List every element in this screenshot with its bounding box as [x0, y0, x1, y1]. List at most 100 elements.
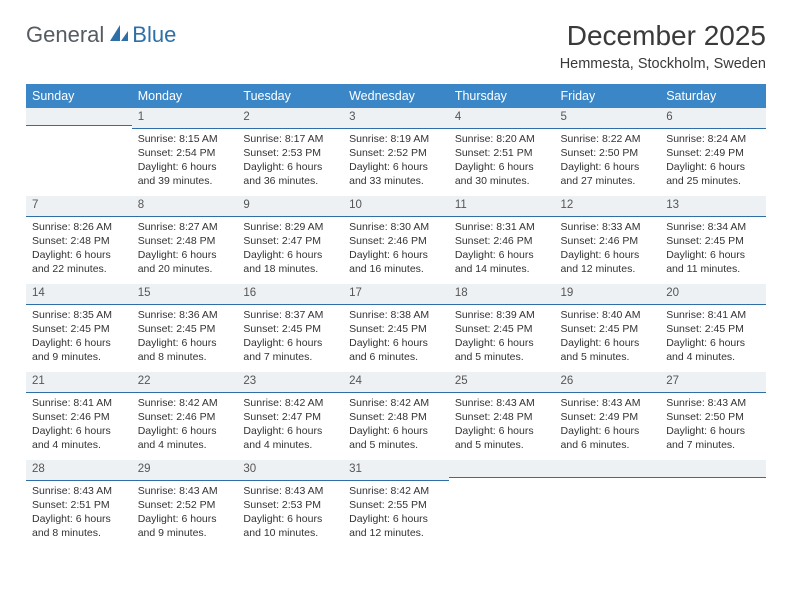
day-number	[26, 108, 132, 126]
sunset-text: Sunset: 2:48 PM	[32, 234, 126, 248]
day-body: Sunrise: 8:34 AMSunset: 2:45 PMDaylight:…	[660, 217, 766, 281]
sunset-text: Sunset: 2:46 PM	[32, 410, 126, 424]
day-number: 17	[343, 284, 449, 305]
calendar-day-cell	[660, 460, 766, 548]
day-body: Sunrise: 8:35 AMSunset: 2:45 PMDaylight:…	[26, 305, 132, 369]
day-body: Sunrise: 8:39 AMSunset: 2:45 PMDaylight:…	[449, 305, 555, 369]
day-number: 10	[343, 196, 449, 217]
sunrise-text: Sunrise: 8:26 AM	[32, 220, 126, 234]
calendar-day-cell: 11 Sunrise: 8:31 AMSunset: 2:46 PMDayligh…	[449, 196, 555, 284]
daylight-text: Daylight: 6 hours and 11 minutes.	[666, 248, 760, 276]
daylight-text: Daylight: 6 hours and 16 minutes.	[349, 248, 443, 276]
day-body: Sunrise: 8:43 AMSunset: 2:49 PMDaylight:…	[555, 393, 661, 457]
sunset-text: Sunset: 2:45 PM	[666, 234, 760, 248]
daylight-text: Daylight: 6 hours and 22 minutes.	[32, 248, 126, 276]
sunset-text: Sunset: 2:46 PM	[455, 234, 549, 248]
calendar-day-cell: 14Sunrise: 8:35 AMSunset: 2:45 PMDayligh…	[26, 284, 132, 372]
day-number: 22	[132, 372, 238, 393]
daylight-text: Daylight: 6 hours and 12 minutes.	[561, 248, 655, 276]
daylight-text: Daylight: 6 hours and 30 minutes.	[455, 160, 549, 188]
sunrise-text: Sunrise: 8:43 AM	[561, 396, 655, 410]
day-number: 23	[237, 372, 343, 393]
daylight-text: Daylight: 6 hours and 5 minutes.	[455, 424, 549, 452]
sunrise-text: Sunrise: 8:35 AM	[32, 308, 126, 322]
calendar-day-cell: 1Sunrise: 8:15 AMSunset: 2:54 PMDaylight…	[132, 108, 238, 196]
day-header: Wednesday	[343, 84, 449, 108]
day-number: 29	[132, 460, 238, 481]
sunrise-text: Sunrise: 8:29 AM	[243, 220, 337, 234]
sunset-text: Sunset: 2:45 PM	[561, 322, 655, 336]
sunrise-text: Sunrise: 8:31 AM	[455, 220, 549, 234]
calendar-day-cell: 26Sunrise: 8:43 AMSunset: 2:49 PMDayligh…	[555, 372, 661, 460]
calendar-day-cell: 3Sunrise: 8:19 AMSunset: 2:52 PMDaylight…	[343, 108, 449, 196]
day-number: 20	[660, 284, 766, 305]
day-number: 11	[449, 196, 555, 217]
sunset-text: Sunset: 2:55 PM	[349, 498, 443, 512]
day-body: Sunrise: 8:42 AMSunset: 2:48 PMDaylight:…	[343, 393, 449, 457]
sunset-text: Sunset: 2:48 PM	[349, 410, 443, 424]
calendar-page: General Blue December 2025 Hemmesta, Sto…	[0, 0, 792, 558]
daylight-text: Daylight: 6 hours and 18 minutes.	[243, 248, 337, 276]
sunrise-text: Sunrise: 8:43 AM	[666, 396, 760, 410]
sunrise-text: Sunrise: 8:39 AM	[455, 308, 549, 322]
day-number: 18	[449, 284, 555, 305]
sunset-text: Sunset: 2:48 PM	[138, 234, 232, 248]
sunset-text: Sunset: 2:49 PM	[561, 410, 655, 424]
day-header: Thursday	[449, 84, 555, 108]
logo-text-blue: Blue	[132, 22, 176, 48]
daylight-text: Daylight: 6 hours and 4 minutes.	[243, 424, 337, 452]
day-body: Sunrise: 8:19 AMSunset: 2:52 PMDaylight:…	[343, 129, 449, 193]
daylight-text: Daylight: 6 hours and 8 minutes.	[32, 512, 126, 540]
calendar-day-cell: 30Sunrise: 8:43 AMSunset: 2:53 PMDayligh…	[237, 460, 343, 548]
sunset-text: Sunset: 2:51 PM	[32, 498, 126, 512]
daylight-text: Daylight: 6 hours and 5 minutes.	[561, 336, 655, 364]
day-number: 16	[237, 284, 343, 305]
day-body: Sunrise: 8:40 AMSunset: 2:45 PMDaylight:…	[555, 305, 661, 369]
day-body: Sunrise: 8:26 AMSunset: 2:48 PMDaylight:…	[26, 217, 132, 281]
calendar-day-cell: 23Sunrise: 8:42 AMSunset: 2:47 PMDayligh…	[237, 372, 343, 460]
day-number: 14	[26, 284, 132, 305]
calendar-day-cell: 27Sunrise: 8:43 AMSunset: 2:50 PMDayligh…	[660, 372, 766, 460]
day-number: 8	[132, 196, 238, 217]
calendar-day-cell: 20Sunrise: 8:41 AMSunset: 2:45 PMDayligh…	[660, 284, 766, 372]
daylight-text: Daylight: 6 hours and 33 minutes.	[349, 160, 443, 188]
calendar-day-cell: 12Sunrise: 8:33 AMSunset: 2:46 PMDayligh…	[555, 196, 661, 284]
calendar-day-cell: 18Sunrise: 8:39 AMSunset: 2:45 PMDayligh…	[449, 284, 555, 372]
day-body: Sunrise: 8:43 AMSunset: 2:53 PMDaylight:…	[237, 481, 343, 545]
calendar-day-cell	[26, 108, 132, 196]
day-number: 3	[343, 108, 449, 129]
day-number: 28	[26, 460, 132, 481]
calendar-day-cell: 21Sunrise: 8:41 AMSunset: 2:46 PMDayligh…	[26, 372, 132, 460]
sunrise-text: Sunrise: 8:42 AM	[349, 484, 443, 498]
sunset-text: Sunset: 2:45 PM	[138, 322, 232, 336]
sunrise-text: Sunrise: 8:41 AM	[32, 396, 126, 410]
sunset-text: Sunset: 2:45 PM	[32, 322, 126, 336]
daylight-text: Daylight: 6 hours and 4 minutes.	[138, 424, 232, 452]
sunset-text: Sunset: 2:52 PM	[349, 146, 443, 160]
sunset-text: Sunset: 2:54 PM	[138, 146, 232, 160]
day-body: Sunrise: 8:24 AMSunset: 2:49 PMDaylight:…	[660, 129, 766, 193]
sunset-text: Sunset: 2:48 PM	[455, 410, 549, 424]
day-body: Sunrise: 8:30 AMSunset: 2:46 PMDaylight:…	[343, 217, 449, 281]
day-number: 19	[555, 284, 661, 305]
day-number: 2	[237, 108, 343, 129]
sunset-text: Sunset: 2:46 PM	[138, 410, 232, 424]
sunrise-text: Sunrise: 8:20 AM	[455, 132, 549, 146]
calendar-day-cell: 24Sunrise: 8:42 AMSunset: 2:48 PMDayligh…	[343, 372, 449, 460]
logo-sail-icon	[108, 23, 130, 48]
daylight-text: Daylight: 6 hours and 7 minutes.	[243, 336, 337, 364]
day-body: Sunrise: 8:33 AMSunset: 2:46 PMDaylight:…	[555, 217, 661, 281]
calendar-day-cell: 16Sunrise: 8:37 AMSunset: 2:45 PMDayligh…	[237, 284, 343, 372]
sunset-text: Sunset: 2:53 PM	[243, 146, 337, 160]
sunrise-text: Sunrise: 8:24 AM	[666, 132, 760, 146]
sunset-text: Sunset: 2:52 PM	[138, 498, 232, 512]
calendar-day-cell: 4Sunrise: 8:20 AMSunset: 2:51 PMDaylight…	[449, 108, 555, 196]
daylight-text: Daylight: 6 hours and 20 minutes.	[138, 248, 232, 276]
daylight-text: Daylight: 6 hours and 14 minutes.	[455, 248, 549, 276]
calendar-week-row: 1Sunrise: 8:15 AMSunset: 2:54 PMDaylight…	[26, 108, 766, 196]
day-number: 7	[26, 196, 132, 217]
sunrise-text: Sunrise: 8:43 AM	[243, 484, 337, 498]
sunrise-text: Sunrise: 8:19 AM	[349, 132, 443, 146]
day-number	[449, 460, 555, 478]
calendar-table: Sunday Monday Tuesday Wednesday Thursday…	[26, 84, 766, 548]
